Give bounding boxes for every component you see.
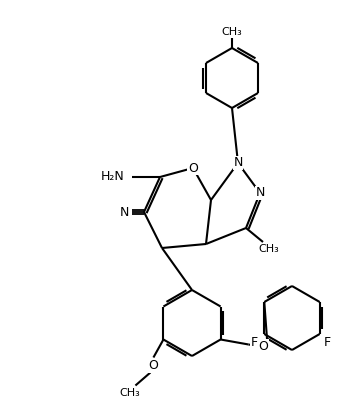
Text: N: N (119, 206, 129, 218)
Text: O: O (188, 161, 198, 174)
Text: F: F (324, 335, 331, 349)
Text: CH₃: CH₃ (258, 244, 279, 254)
Text: O: O (148, 359, 158, 372)
Text: CH₃: CH₃ (222, 27, 243, 37)
Text: H₂N: H₂N (100, 171, 124, 183)
Text: N: N (233, 156, 243, 169)
Text: F: F (251, 335, 258, 349)
Text: CH₃: CH₃ (119, 389, 140, 399)
Text: O: O (258, 340, 269, 353)
Text: N: N (255, 186, 265, 200)
